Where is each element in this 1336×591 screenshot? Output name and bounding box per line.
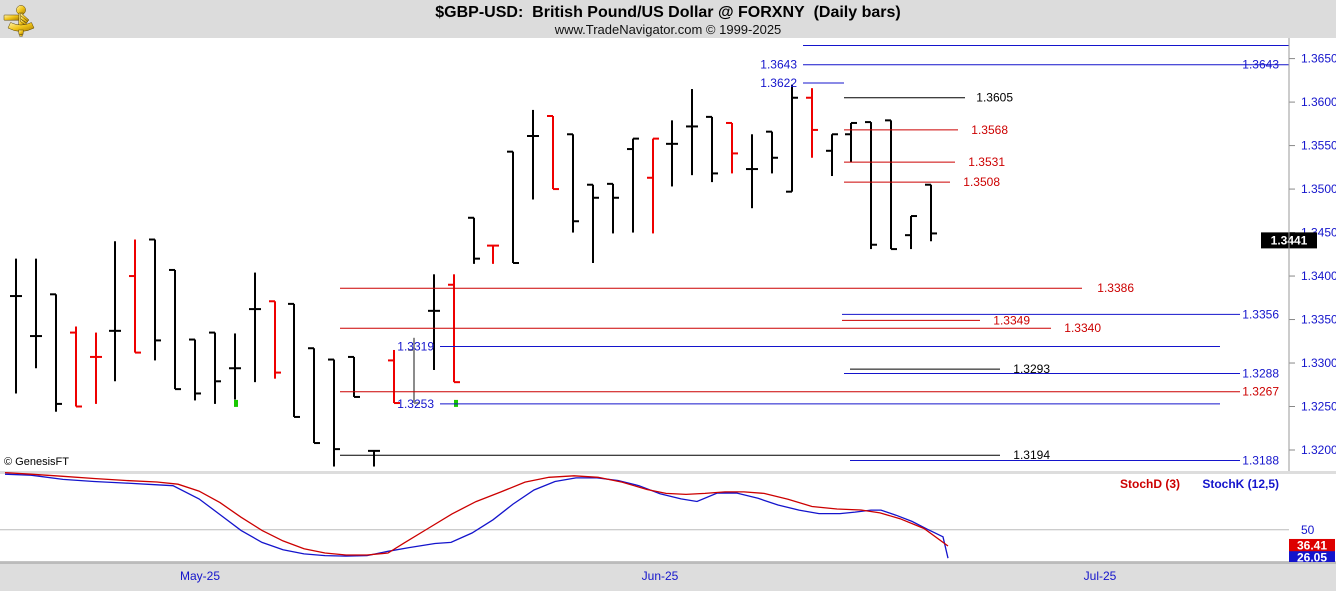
svg-text:1.3650: 1.3650 [1301, 52, 1336, 66]
svg-text:Jun-25: Jun-25 [642, 569, 679, 583]
svg-text:May-25: May-25 [180, 569, 220, 583]
svg-text:50: 50 [1301, 523, 1315, 537]
svg-text:1.3643: 1.3643 [760, 58, 797, 72]
svg-text:1.3568: 1.3568 [971, 123, 1008, 137]
svg-text:1.3300: 1.3300 [1301, 356, 1336, 370]
svg-text:1.3293: 1.3293 [1013, 362, 1050, 376]
svg-text:Jul-25: Jul-25 [1084, 569, 1117, 583]
svg-text:1.3605: 1.3605 [976, 91, 1013, 105]
svg-text:1.3386: 1.3386 [1097, 281, 1134, 295]
svg-text:1.3340: 1.3340 [1064, 321, 1101, 335]
svg-text:1.3250: 1.3250 [1301, 400, 1336, 414]
svg-text:1.3622: 1.3622 [760, 76, 797, 90]
svg-text:1.3267: 1.3267 [1242, 385, 1279, 399]
svg-text:1.3508: 1.3508 [963, 175, 1000, 189]
svg-text:1.3600: 1.3600 [1301, 95, 1336, 109]
svg-text:1.3500: 1.3500 [1301, 182, 1336, 196]
svg-text:1.3349: 1.3349 [993, 313, 1030, 327]
svg-text:1.3200: 1.3200 [1301, 443, 1336, 457]
svg-text:1.3531: 1.3531 [968, 155, 1005, 169]
svg-text:1.3550: 1.3550 [1301, 139, 1336, 153]
svg-text:StochK (12,5): StochK (12,5) [1202, 477, 1279, 491]
svg-text:1.3643: 1.3643 [1242, 58, 1279, 72]
svg-text:StochD (3): StochD (3) [1120, 477, 1180, 491]
svg-text:1.3400: 1.3400 [1301, 269, 1336, 283]
svg-text:1.3319: 1.3319 [397, 339, 434, 353]
svg-text:1.3288: 1.3288 [1242, 366, 1279, 380]
svg-text:1.3356: 1.3356 [1242, 307, 1279, 321]
svg-text:© GenesisFT: © GenesisFT [4, 456, 69, 468]
svg-text:1.3188: 1.3188 [1242, 453, 1279, 467]
svg-text:1.3350: 1.3350 [1301, 313, 1336, 327]
svg-text:1.3253: 1.3253 [397, 397, 434, 411]
